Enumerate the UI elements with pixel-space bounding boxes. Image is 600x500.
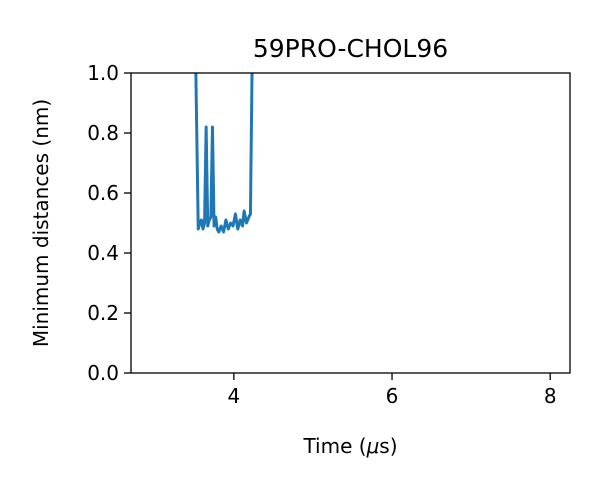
plot-frame [130,72,571,374]
y-tick-label: 0.0 [87,361,119,385]
x-axis-ticks: 4 6 8 [227,373,557,408]
series-group [194,73,254,234]
y-axis-label: Minimum distances (nm) [29,99,53,347]
x-axis-label-suffix: s) [379,434,397,458]
chart-title: 59PRO-CHOL96 [253,34,448,63]
y-axis-ticks: 0.0 0.2 0.4 0.6 0.8 1.0 [87,61,131,385]
series-line [194,73,254,234]
x-tick-label: 4 [227,384,240,408]
x-axis-label: Time (μs) [302,434,397,458]
y-tick-label: 0.2 [87,301,119,325]
y-tick-label: 0.6 [87,181,119,205]
y-tick-label: 1.0 [87,61,119,85]
x-tick-label: 6 [386,384,399,408]
x-axis-label-prefix: Time ( [302,434,366,458]
y-tick-label: 0.4 [87,241,119,265]
x-tick-label: 8 [544,384,557,408]
x-axis-label-unit: μ [366,434,380,458]
y-tick-label: 0.8 [87,121,119,145]
